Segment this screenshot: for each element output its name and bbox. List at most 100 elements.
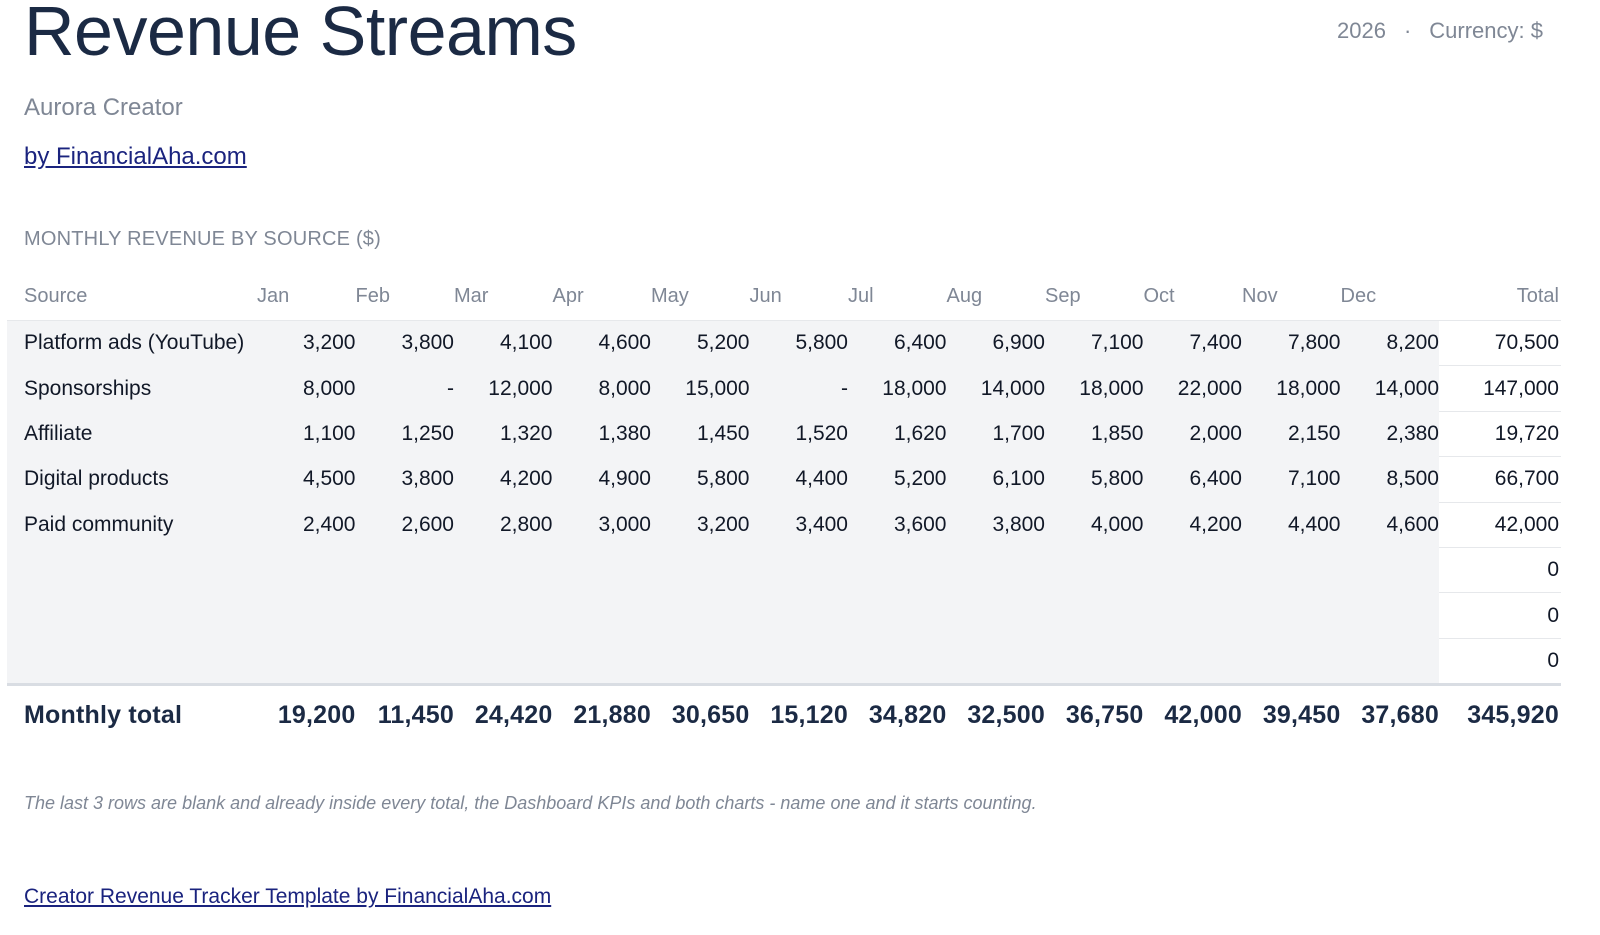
month-value-cell[interactable]: [1340, 592, 1439, 639]
month-value-cell[interactable]: [749, 592, 848, 639]
month-value-cell[interactable]: -: [749, 365, 848, 412]
month-value-cell[interactable]: [749, 638, 848, 685]
byline-link[interactable]: by FinancialAha.com: [24, 143, 247, 170]
month-value-cell[interactable]: 14,000: [1340, 365, 1439, 412]
month-value-cell[interactable]: [848, 547, 947, 593]
month-value-cell[interactable]: [355, 638, 454, 685]
month-value-cell[interactable]: [946, 592, 1045, 639]
month-value-cell[interactable]: [257, 592, 356, 639]
month-value-cell[interactable]: 5,800: [651, 456, 750, 503]
month-value-cell[interactable]: 15,000: [651, 365, 750, 412]
month-value-cell[interactable]: 4,400: [1242, 502, 1341, 548]
source-cell[interactable]: Affiliate: [7, 411, 257, 457]
table-row[interactable]: 0: [7, 547, 1561, 594]
month-value-cell[interactable]: 6,400: [848, 319, 947, 366]
month-value-cell[interactable]: 18,000: [1045, 365, 1144, 412]
month-value-cell[interactable]: [454, 592, 553, 639]
month-value-cell[interactable]: 4,100: [454, 319, 553, 366]
month-value-cell[interactable]: 1,100: [257, 411, 356, 457]
month-value-cell[interactable]: 5,200: [848, 456, 947, 503]
source-cell[interactable]: Digital products: [7, 456, 257, 503]
month-value-cell[interactable]: [1045, 592, 1144, 639]
month-value-cell[interactable]: [1242, 592, 1341, 639]
month-value-cell[interactable]: [848, 592, 947, 639]
month-value-cell[interactable]: 1,380: [552, 411, 651, 457]
table-row[interactable]: Sponsorships 8,000-12,000 8,000 15,000-18,0…: [7, 365, 1561, 412]
month-value-cell[interactable]: [946, 638, 1045, 685]
month-value-cell[interactable]: 4,600: [1340, 502, 1439, 548]
month-value-cell[interactable]: 2,800: [454, 502, 553, 548]
month-value-cell[interactable]: 12,000: [454, 365, 553, 412]
month-value-cell[interactable]: [1143, 547, 1242, 593]
month-value-cell[interactable]: 4,000: [1045, 502, 1144, 548]
month-value-cell[interactable]: 18,000: [848, 365, 947, 412]
month-value-cell[interactable]: [552, 547, 651, 593]
month-value-cell[interactable]: 6,900: [946, 319, 1045, 366]
month-value-cell[interactable]: 1,850: [1045, 411, 1144, 457]
month-value-cell[interactable]: 3,800: [355, 456, 454, 503]
month-value-cell[interactable]: [1340, 547, 1439, 593]
month-value-cell[interactable]: [1045, 638, 1144, 685]
month-value-cell[interactable]: 6,100: [946, 456, 1045, 503]
month-value-cell[interactable]: 3,800: [355, 319, 454, 366]
month-value-cell[interactable]: 5,800: [749, 319, 848, 366]
month-value-cell[interactable]: 3,000: [552, 502, 651, 548]
month-value-cell[interactable]: [749, 547, 848, 593]
month-value-cell[interactable]: [257, 547, 356, 593]
month-value-cell[interactable]: 7,400: [1143, 319, 1242, 366]
source-cell[interactable]: Paid community: [7, 502, 257, 548]
source-cell[interactable]: Sponsorships: [7, 365, 257, 412]
month-value-cell[interactable]: 3,800: [946, 502, 1045, 548]
month-value-cell[interactable]: 1,700: [946, 411, 1045, 457]
month-value-cell[interactable]: [257, 638, 356, 685]
month-value-cell[interactable]: [454, 638, 553, 685]
month-value-cell[interactable]: 5,200: [651, 319, 750, 366]
month-value-cell[interactable]: [552, 592, 651, 639]
month-value-cell[interactable]: 3,200: [651, 502, 750, 548]
month-value-cell[interactable]: 1,320: [454, 411, 553, 457]
month-value-cell[interactable]: 8,000: [552, 365, 651, 412]
table-row[interactable]: Platform ads (YouTube) 3,200 3,800 4,100 4,6…: [7, 319, 1561, 367]
month-value-cell[interactable]: 7,800: [1242, 319, 1341, 366]
month-value-cell[interactable]: 3,600: [848, 502, 947, 548]
month-value-cell[interactable]: 3,200: [257, 319, 356, 366]
table-row[interactable]: Paid community 2,400 2,600 2,800 3,000 3,200 3…: [7, 502, 1561, 548]
source-cell[interactable]: [7, 638, 257, 685]
month-value-cell[interactable]: 8,000: [257, 365, 356, 412]
month-value-cell[interactable]: 1,250: [355, 411, 454, 457]
month-value-cell[interactable]: [1242, 547, 1341, 593]
month-value-cell[interactable]: [355, 547, 454, 593]
month-value-cell[interactable]: [454, 547, 553, 593]
month-value-cell[interactable]: 4,600: [552, 319, 651, 366]
month-value-cell[interactable]: 8,200: [1340, 319, 1439, 366]
month-value-cell[interactable]: 22,000: [1143, 365, 1242, 412]
month-value-cell[interactable]: [848, 638, 947, 685]
month-value-cell[interactable]: 4,900: [552, 456, 651, 503]
month-value-cell[interactable]: 1,520: [749, 411, 848, 457]
month-value-cell[interactable]: [1340, 638, 1439, 685]
month-value-cell[interactable]: 4,500: [257, 456, 356, 503]
source-cell[interactable]: Platform ads (YouTube): [7, 319, 257, 366]
month-value-cell[interactable]: 6,400: [1143, 456, 1242, 503]
month-value-cell[interactable]: 2,400: [257, 502, 356, 548]
table-row[interactable]: 0: [7, 592, 1561, 639]
month-value-cell[interactable]: 18,000: [1242, 365, 1341, 412]
table-row[interactable]: Affiliate 1,100 1,250 1,320 1,380 1,450 1,520 1…: [7, 411, 1561, 458]
month-value-cell[interactable]: [651, 592, 750, 639]
month-value-cell[interactable]: 2,000: [1143, 411, 1242, 457]
month-value-cell[interactable]: 8,500: [1340, 456, 1439, 503]
month-value-cell[interactable]: 4,200: [1143, 502, 1242, 548]
month-value-cell[interactable]: 7,100: [1242, 456, 1341, 503]
month-value-cell[interactable]: -: [355, 365, 454, 412]
month-value-cell[interactable]: 2,380: [1340, 411, 1439, 457]
month-value-cell[interactable]: [1143, 592, 1242, 639]
month-value-cell[interactable]: [1242, 638, 1341, 685]
month-value-cell[interactable]: 14,000: [946, 365, 1045, 412]
month-value-cell[interactable]: [946, 547, 1045, 593]
month-value-cell[interactable]: [651, 547, 750, 593]
month-value-cell[interactable]: 4,400: [749, 456, 848, 503]
template-credit-link[interactable]: Creator Revenue Tracker Template by Fina…: [24, 885, 552, 908]
month-value-cell[interactable]: [651, 638, 750, 685]
month-value-cell[interactable]: [1045, 547, 1144, 593]
month-value-cell[interactable]: [1143, 638, 1242, 685]
